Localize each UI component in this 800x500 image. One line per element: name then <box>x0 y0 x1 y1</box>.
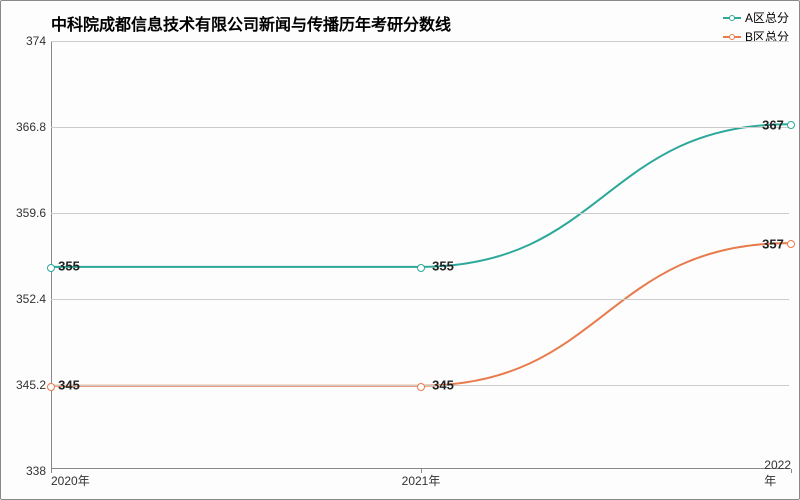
gridline <box>51 41 789 42</box>
chart-container: 中科院成都信息技术有限公司新闻与传播历年考研分数线 A区总分 B区总分 3383… <box>0 0 800 500</box>
data-point <box>787 240 795 248</box>
x-tick-mark <box>421 469 422 473</box>
gridline <box>51 127 789 128</box>
chart-lines-svg <box>51 41 789 469</box>
data-point <box>417 383 425 391</box>
data-label: 355 <box>58 258 80 273</box>
legend-swatch-a <box>723 17 741 19</box>
x-tick-label: 2021年 <box>402 472 441 489</box>
x-tick-label: 2020年 <box>51 472 90 489</box>
data-label: 345 <box>58 378 80 393</box>
legend-swatch-b <box>723 36 741 38</box>
y-tick-label: 359.6 <box>6 206 46 220</box>
y-tick-label: 345.2 <box>6 378 46 392</box>
chart-title: 中科院成都信息技术有限公司新闻与传播历年考研分数线 <box>51 11 451 35</box>
data-label: 345 <box>432 378 454 393</box>
gridline <box>51 299 789 300</box>
data-point <box>787 121 795 129</box>
legend-label-a: A区总分 <box>745 9 789 26</box>
legend-item-a: A区总分 <box>723 9 789 26</box>
data-label: 367 <box>762 117 784 132</box>
data-point <box>47 383 55 391</box>
y-tick-label: 374 <box>6 34 46 48</box>
x-tick-label: 2022年 <box>764 458 791 489</box>
plot-area: 338345.2352.4359.6366.83742020年2021年2022… <box>51 41 789 469</box>
x-tick-mark <box>51 469 52 473</box>
data-label: 355 <box>432 258 454 273</box>
data-point <box>47 264 55 272</box>
gridline <box>51 213 789 214</box>
y-tick-label: 352.4 <box>6 292 46 306</box>
series-line <box>51 124 789 267</box>
x-tick-mark <box>791 469 792 473</box>
data-label: 357 <box>762 237 784 252</box>
y-tick-label: 338 <box>6 464 46 478</box>
y-tick-label: 366.8 <box>6 120 46 134</box>
data-point <box>417 264 425 272</box>
